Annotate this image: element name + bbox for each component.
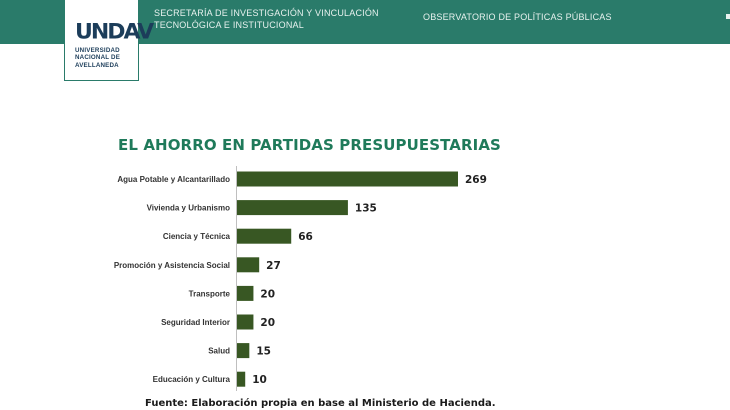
- category-label: Promoción y Asistencia Social: [114, 261, 230, 270]
- bar: [237, 228, 292, 244]
- secretaria-line-1: SECRETARÍA DE INVESTIGACIÓN Y VINCULACIÓ…: [154, 8, 379, 18]
- chart-title: EL AHORRO EN PARTIDAS PRESUPUESTARIAS: [118, 136, 501, 154]
- observatorio-link[interactable]: OBSERVATORIO DE POLÍTICAS PÚBLICAS: [423, 12, 612, 22]
- logo-line-1: UNIVERSIDAD: [75, 47, 120, 54]
- bar: [237, 343, 250, 359]
- bar: [237, 371, 246, 387]
- category-label: Vivienda y Urbanismo: [147, 204, 231, 213]
- data-label: 15: [256, 346, 271, 358]
- bar: [237, 171, 458, 187]
- data-label: 10: [252, 374, 267, 386]
- category-label: Agua Potable y Alcantarillado: [117, 175, 230, 184]
- data-label: 20: [260, 288, 275, 300]
- category-label: Educación y Cultura: [153, 375, 231, 384]
- logo-university-name: UNIVERSIDAD NACIONAL DE AVELLANEDA: [75, 47, 135, 69]
- data-label: 269: [465, 174, 487, 186]
- menu-icon[interactable]: [726, 14, 730, 19]
- bar: [237, 314, 254, 330]
- category-label: Salud: [208, 347, 230, 356]
- category-label: Seguridad Interior: [161, 318, 230, 327]
- bar: [237, 257, 260, 273]
- undav-logo[interactable]: UNDAV UNIVERSIDAD NACIONAL DE AVELLANEDA: [64, 0, 154, 81]
- data-label: 135: [355, 203, 377, 215]
- data-label: 27: [266, 260, 281, 272]
- logo-line-3: AVELLANEDA: [75, 61, 119, 69]
- source-note: Fuente: Elaboración propia en base al Mi…: [145, 398, 496, 409]
- bars-group: Agua Potable y Alcantarillado 269 Vivienda…: [114, 171, 487, 387]
- secretaria-line-2: TECNOLÓGICA E INSTITUCIONAL: [154, 20, 304, 30]
- bar: [237, 285, 254, 301]
- data-label: 20: [260, 317, 275, 329]
- logo-mark: UNDAV: [75, 20, 154, 45]
- secretaria-title[interactable]: SECRETARÍA DE INVESTIGACIÓN Y VINCULACIÓ…: [154, 7, 379, 31]
- logo-line-2: NACIONAL DE: [75, 54, 121, 62]
- category-label: Ciencia y Técnica: [163, 232, 231, 241]
- data-label: 66: [298, 231, 313, 243]
- bar: [237, 200, 348, 216]
- category-label: Transporte: [189, 289, 231, 298]
